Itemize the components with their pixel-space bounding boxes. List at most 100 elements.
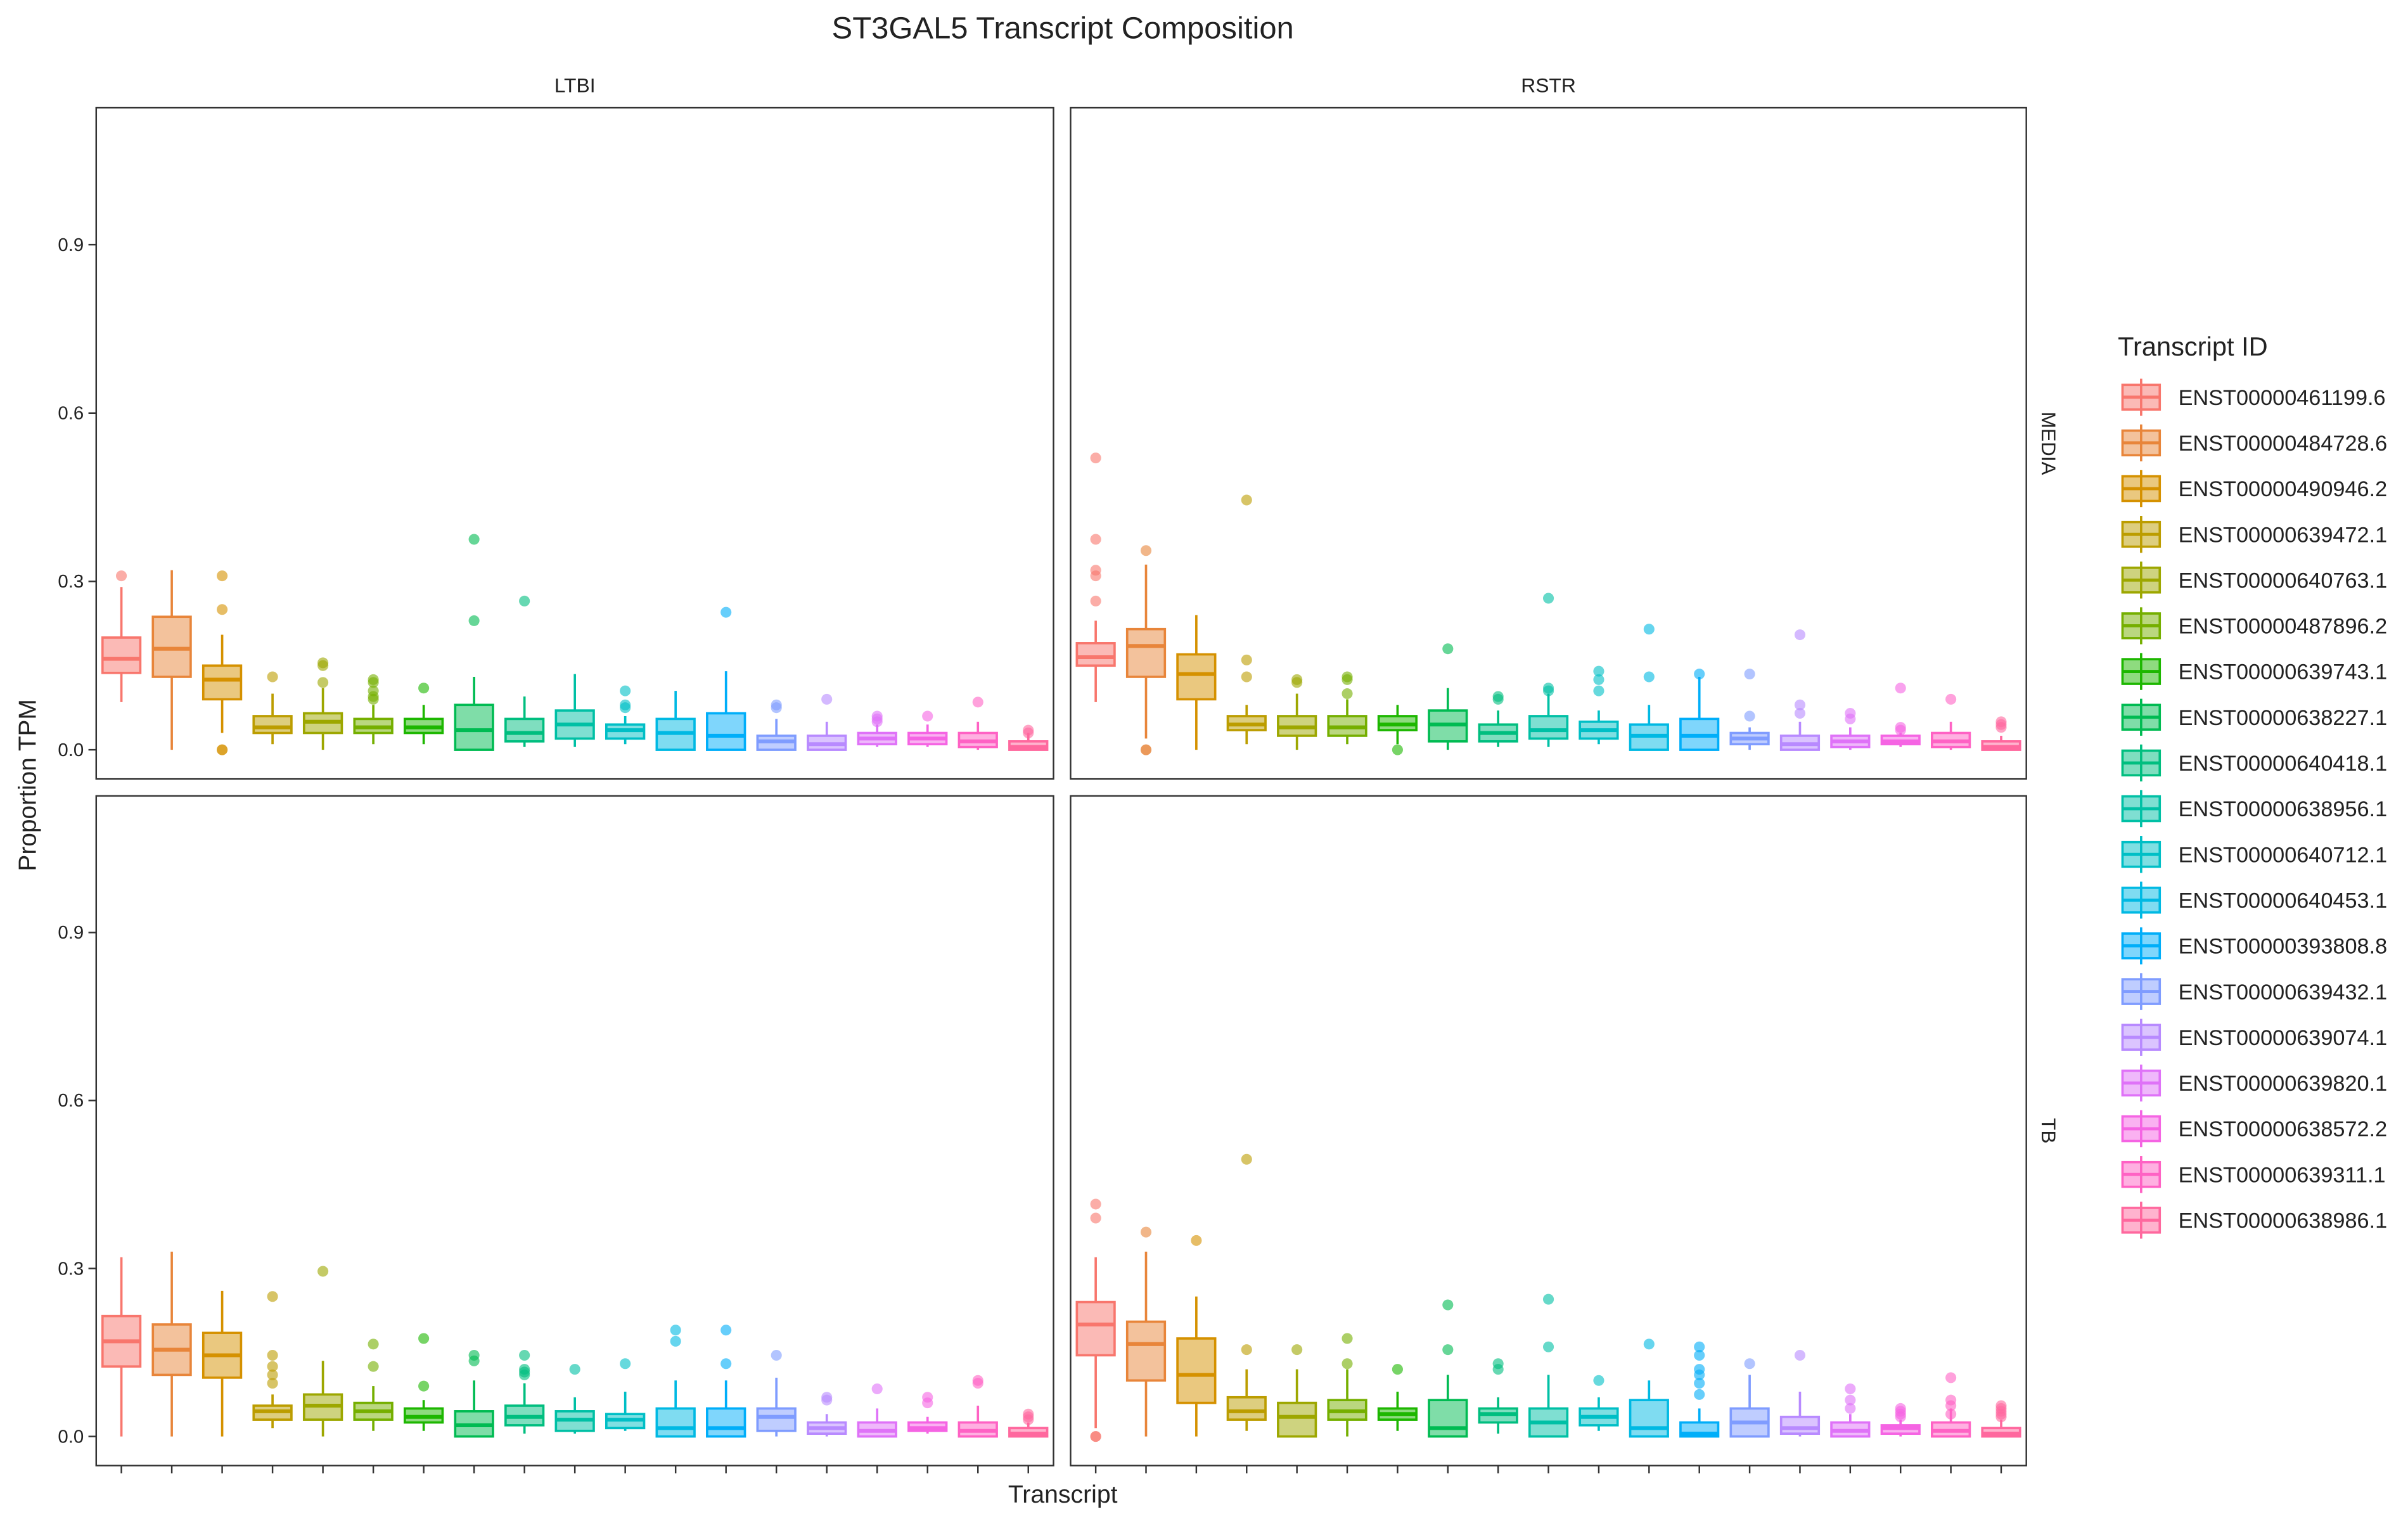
outlier xyxy=(1744,669,1755,680)
box xyxy=(1629,1399,1669,1438)
y-tick-label: 0.3 xyxy=(58,1259,84,1279)
outlier xyxy=(720,1325,732,1336)
outlier xyxy=(1945,1372,1957,1383)
legend-label: ENST00000638572.2 xyxy=(2179,1117,2388,1141)
legend-label: ENST00000638227.1 xyxy=(2179,706,2388,730)
outlier xyxy=(217,604,228,615)
outlier xyxy=(1090,1431,1101,1442)
legend-label: ENST00000639311.1 xyxy=(2179,1163,2386,1187)
box xyxy=(1125,1320,1167,1382)
box xyxy=(1428,1399,1468,1438)
box xyxy=(1075,642,1116,667)
box xyxy=(1226,1396,1267,1421)
chart-title: ST3GAL5 Transcript Composition xyxy=(832,11,1294,46)
outlier xyxy=(1090,534,1101,545)
panel xyxy=(95,795,1054,1466)
box xyxy=(1075,1300,1116,1357)
outlier xyxy=(468,534,480,545)
outlier xyxy=(620,702,631,714)
outlier xyxy=(1392,1364,1403,1375)
outlier xyxy=(468,615,480,626)
outlier xyxy=(1593,665,1604,677)
y-tick-label: 0.0 xyxy=(58,740,84,760)
legend-label: ENST00000393808.8 xyxy=(2179,935,2388,959)
outlier xyxy=(519,1349,530,1361)
outlier xyxy=(368,1338,379,1350)
x-axis-title: Transcript xyxy=(1008,1481,1118,1508)
outlier xyxy=(115,570,127,582)
box xyxy=(101,636,142,674)
outlier xyxy=(1140,744,1152,755)
panel xyxy=(95,106,1054,780)
legend-label: ENST00000639074.1 xyxy=(2179,1026,2388,1050)
outlier xyxy=(1542,593,1554,604)
outlier xyxy=(720,1358,732,1370)
box xyxy=(252,715,293,735)
legend-label: ENST00000487896.2 xyxy=(2179,615,2388,639)
legend-label: ENST00000639743.1 xyxy=(2179,660,2388,684)
outlier xyxy=(1342,688,1353,700)
facet-column-label: LTBI xyxy=(554,74,596,97)
outlier xyxy=(720,606,732,618)
outlier xyxy=(1342,1333,1353,1344)
outlier xyxy=(1140,1226,1152,1238)
outlier xyxy=(771,1349,782,1361)
legend-label: ENST00000640763.1 xyxy=(2179,569,2388,593)
outlier xyxy=(519,1369,530,1380)
outlier xyxy=(670,1325,681,1336)
outlier xyxy=(1945,1400,1957,1411)
outlier xyxy=(771,702,782,714)
outlier xyxy=(468,1355,480,1366)
y-tick-label: 0.0 xyxy=(58,1427,84,1447)
legend-label: ENST00000639432.1 xyxy=(2179,980,2388,1004)
legend-label: ENST00000639820.1 xyxy=(2179,1072,2388,1096)
outlier xyxy=(1895,683,1906,694)
legend-label: ENST00000640712.1 xyxy=(2179,843,2388,867)
legend-label: ENST00000484728.6 xyxy=(2179,432,2388,456)
outlier xyxy=(1643,1338,1655,1350)
outlier xyxy=(267,671,278,683)
outlier xyxy=(217,744,228,755)
legend-title: Transcript ID xyxy=(2118,331,2268,361)
outlier xyxy=(1090,595,1101,606)
outlier xyxy=(1744,710,1755,722)
legend-label: ENST00000490946.2 xyxy=(2179,477,2388,501)
outlier xyxy=(821,693,833,705)
y-axis-title: Proportion TPM xyxy=(14,699,41,871)
outlier xyxy=(418,1380,430,1392)
outlier xyxy=(418,683,430,694)
outlier xyxy=(1542,685,1554,696)
outlier xyxy=(1845,713,1856,724)
outlier xyxy=(1241,1344,1252,1356)
outlier xyxy=(620,685,631,696)
outlier xyxy=(1241,654,1252,665)
box xyxy=(1779,1415,1821,1435)
box xyxy=(655,1407,696,1438)
box xyxy=(504,717,545,743)
outlier xyxy=(1694,1341,1705,1352)
outlier xyxy=(922,710,933,722)
box xyxy=(756,1407,797,1432)
outlier xyxy=(1291,677,1303,688)
outlier xyxy=(1895,724,1906,736)
outlier xyxy=(1090,570,1101,582)
outlier xyxy=(1342,674,1353,685)
outlier xyxy=(368,677,379,688)
outlier xyxy=(1694,1378,1705,1389)
outlier xyxy=(1442,1299,1454,1311)
outlier xyxy=(972,696,983,708)
outlier xyxy=(1023,1414,1034,1425)
outlier xyxy=(569,1364,580,1375)
facet-row-label: MEDIA xyxy=(2037,412,2060,476)
outlier xyxy=(1794,699,1806,710)
y-tick-label: 0.6 xyxy=(58,404,84,424)
outlier xyxy=(1492,1364,1504,1375)
box xyxy=(1277,1401,1317,1438)
outlier xyxy=(1140,545,1152,556)
outlier xyxy=(1694,1349,1705,1361)
outlier xyxy=(1643,624,1655,635)
outlier xyxy=(1241,494,1252,506)
outlier xyxy=(1794,708,1806,719)
outlier xyxy=(1442,643,1454,655)
y-tick-label: 0.9 xyxy=(58,235,84,255)
